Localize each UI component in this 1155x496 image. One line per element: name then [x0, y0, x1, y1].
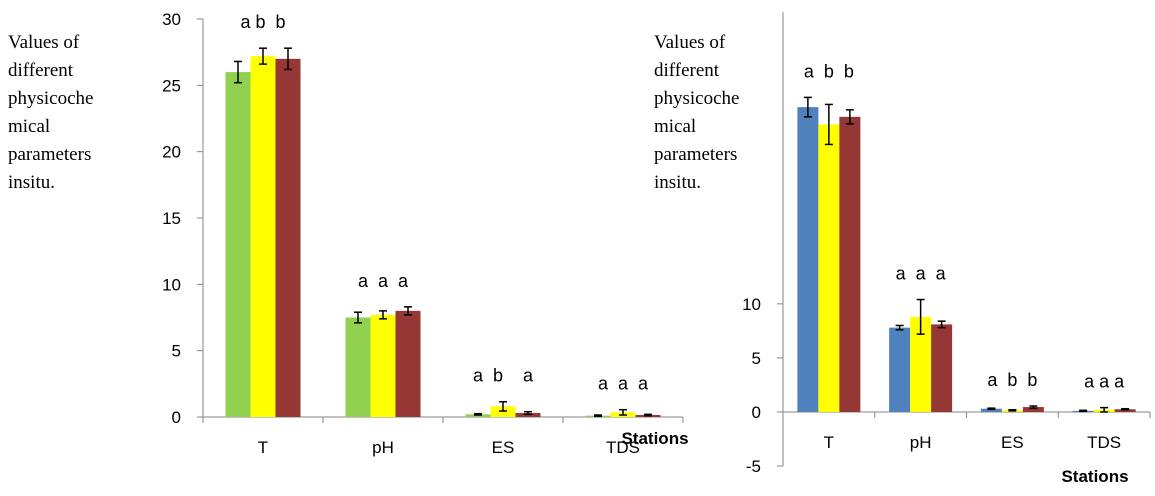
y-axis-label: mical: [654, 116, 696, 137]
bar: [275, 58, 301, 418]
annotation: a a a: [1084, 372, 1125, 392]
bar: [225, 72, 251, 418]
y-axis-label: different: [654, 60, 720, 81]
y-axis-label: insitu.: [654, 172, 701, 193]
bar: [931, 324, 953, 412]
y-axis-label: mical: [8, 116, 50, 137]
bar: [980, 408, 1002, 412]
y-tick-label: 10: [162, 275, 181, 294]
y-axis-label: parameters: [654, 144, 737, 165]
bar: [395, 310, 421, 417]
y-tick-label: -5: [746, 457, 761, 476]
bar: [345, 317, 371, 417]
x-axis-label: Stations: [621, 429, 688, 448]
bar: [1114, 409, 1136, 412]
bar: [889, 327, 911, 412]
x-tick-label: pH: [910, 433, 932, 452]
y-tick-label: 10: [742, 295, 761, 314]
y-tick-label: 5: [752, 349, 761, 368]
y-tick-label: 5: [172, 342, 181, 361]
x-tick-label: TDS: [606, 438, 640, 457]
annotation: a b b: [987, 370, 1037, 390]
x-tick-label: ES: [1001, 433, 1024, 452]
annotation: a b a: [473, 366, 534, 386]
bar: [839, 116, 861, 412]
x-tick-label: pH: [372, 438, 394, 457]
x-tick-label: ES: [492, 438, 515, 457]
x-tick-label: TDS: [1087, 433, 1121, 452]
x-tick-label: T: [258, 438, 268, 457]
y-tick-label: 0: [172, 408, 181, 427]
bar: [1022, 407, 1044, 412]
y-tick-label: 30: [162, 10, 181, 29]
y-tick-label: 20: [162, 143, 181, 162]
y-axis-label: different: [8, 60, 74, 81]
y-axis-label: parameters: [8, 144, 91, 165]
y-axis-label: Values of: [8, 32, 80, 53]
y-axis-label: physicoche: [8, 88, 93, 109]
y-tick-label: 0: [752, 403, 761, 422]
x-axis-label: Stations: [1061, 467, 1128, 486]
bar: [910, 316, 932, 412]
bar: [250, 56, 276, 417]
annotation: a a a: [598, 374, 649, 394]
y-axis-label: Values of: [654, 32, 726, 53]
annotation: a a a: [358, 271, 409, 291]
bar: [370, 314, 396, 417]
annotation: a a a: [896, 264, 947, 284]
y-tick-label: 15: [162, 209, 181, 228]
annotation: a b b: [804, 61, 854, 81]
bar: [818, 124, 840, 412]
bar: [797, 107, 819, 412]
y-axis-label: physicoche: [654, 88, 739, 109]
y-axis-label: insitu.: [8, 172, 55, 193]
annotation: a b b: [240, 12, 285, 32]
y-tick-label: 25: [162, 76, 181, 95]
x-tick-label: T: [824, 433, 834, 452]
